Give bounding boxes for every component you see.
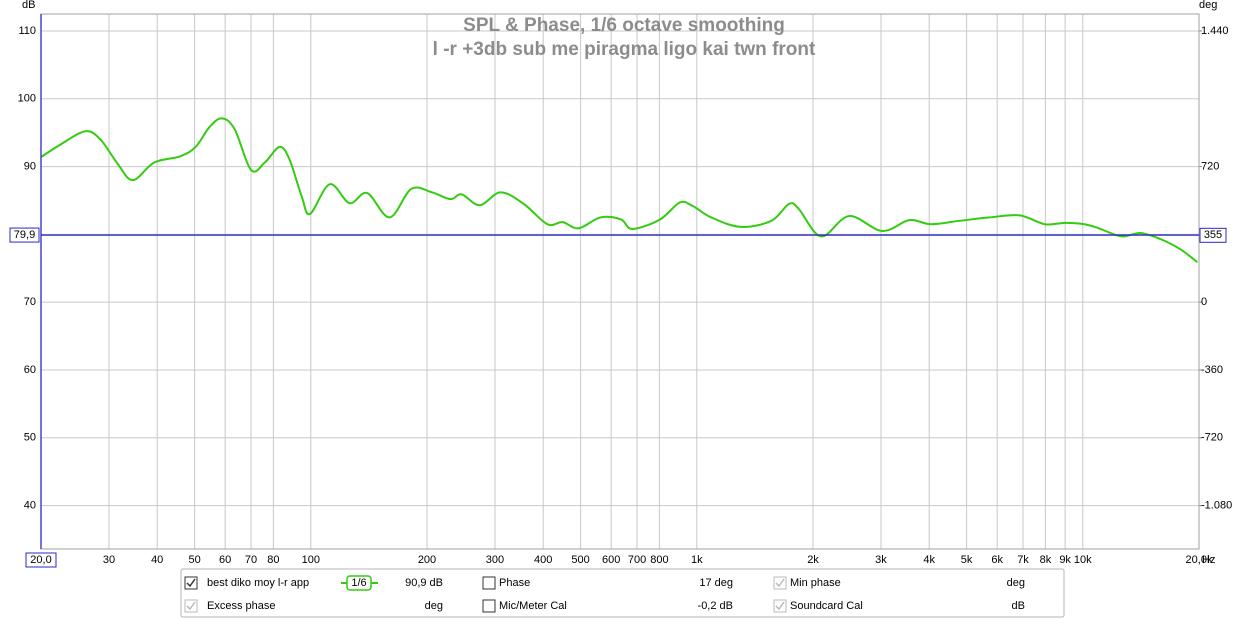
trace-reading: deg — [1007, 577, 1025, 589]
y2-tick-label: 1.440 — [1201, 25, 1229, 37]
trace-label: Excess phase — [207, 600, 275, 612]
x-tick-label: 100 — [302, 554, 320, 566]
checkbox[interactable] — [482, 576, 496, 590]
checkbox — [773, 599, 787, 613]
x-tick-label: 400 — [534, 554, 552, 566]
y2-tick-label: -360 — [1201, 364, 1223, 376]
checkmark — [186, 578, 196, 588]
checkbox[interactable] — [482, 599, 496, 613]
chart-title: SPL & Phase, 1/6 octave smoothing — [463, 15, 785, 36]
x-tick-label: 80 — [267, 554, 279, 566]
x-tick-label: 9k — [1059, 554, 1071, 566]
x-tick-label: 60 — [219, 554, 231, 566]
x-tick-label: 30 — [103, 554, 115, 566]
y2-tick-label: 720 — [1201, 160, 1219, 172]
y-axis-label: dB — [22, 0, 35, 11]
trace-reading: 17 deg — [699, 577, 733, 589]
y-tick-label: 90 — [24, 160, 36, 172]
trace-reading: 90,9 dB — [405, 577, 443, 589]
x-tick-label: 50 — [188, 554, 200, 566]
trace-label[interactable]: best diko moy l-r app — [207, 577, 309, 589]
y2-tick-label: 0 — [1201, 296, 1207, 308]
x-tick-label: 200 — [418, 554, 436, 566]
y-tick-label: 70 — [24, 296, 36, 308]
y-tick-label: 50 — [24, 432, 36, 444]
x-tick-label: 8k — [1040, 554, 1052, 566]
trace-label[interactable]: Phase — [499, 577, 530, 589]
x-tick-label: 5k — [961, 554, 973, 566]
smoothing-label: 1/6 — [351, 577, 366, 589]
y-tick-label: 60 — [24, 364, 36, 376]
x-tick-label: 700 — [628, 554, 646, 566]
y-tick-label: 100 — [18, 93, 36, 105]
cursor-box — [1199, 227, 1227, 243]
trace-reading: deg — [425, 600, 443, 612]
x-tick-label: 500 — [571, 554, 589, 566]
trace-label: Min phase — [790, 577, 841, 589]
y-tick-label: 110 — [18, 25, 36, 37]
checkbox[interactable] — [184, 576, 198, 590]
x-tick-label: 1k — [691, 554, 703, 566]
x-tick-label: 40 — [151, 554, 163, 566]
checkmark — [775, 578, 785, 588]
x-tick-label: 20,0k — [1186, 554, 1213, 566]
chart-subtitle: l -r +3db sub me piragma ligo kai twn fr… — [433, 39, 816, 60]
checkbox — [184, 599, 198, 613]
cursor-y-label: 79,9 — [14, 229, 35, 241]
y2-tick-label: -720 — [1201, 432, 1223, 444]
x-tick-label: 600 — [602, 554, 620, 566]
cursor-y2-label: 355 — [1204, 229, 1222, 241]
checkbox — [773, 576, 787, 590]
checkmark — [186, 601, 196, 611]
trace-reading: -0,2 dB — [698, 600, 733, 612]
cursor-x-label: 20,0 — [30, 554, 51, 566]
x-tick-label: 6k — [991, 554, 1003, 566]
y2-axis-label: deg — [1199, 0, 1217, 11]
trace-label[interactable]: Mic/Meter Cal — [499, 600, 567, 612]
x-tick-label: 7k — [1017, 554, 1029, 566]
x-axis-label: Hz — [1202, 554, 1215, 566]
smoothing-badge[interactable] — [346, 575, 372, 591]
cursor-box — [25, 552, 57, 568]
x-tick-label: 4k — [923, 554, 935, 566]
x-tick-label: 10k — [1074, 554, 1092, 566]
y-tick-label: 40 — [24, 500, 36, 512]
series-line — [40, 117, 1198, 263]
x-tick-label: 300 — [486, 554, 504, 566]
x-tick-label: 2k — [807, 554, 819, 566]
cursor-box — [9, 227, 40, 243]
trace-reading: dB — [1012, 600, 1025, 612]
x-tick-label: 3k — [875, 554, 887, 566]
trace-label: Soundcard Cal — [790, 600, 863, 612]
y2-tick-label: -1.080 — [1201, 500, 1232, 512]
x-tick-label: 800 — [650, 554, 668, 566]
checkmark — [775, 601, 785, 611]
x-tick-label: 70 — [245, 554, 257, 566]
traces-panel — [180, 568, 1065, 618]
